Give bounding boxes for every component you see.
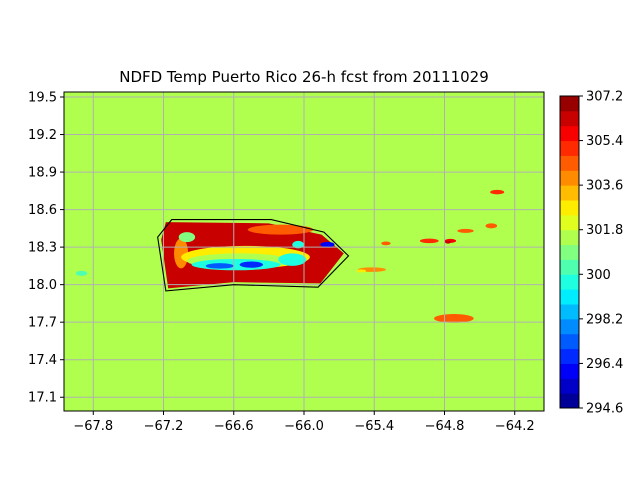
y-tick-label: 17.1 [28, 391, 57, 406]
mona-island-field [75, 270, 88, 276]
colorbar-segment [560, 140, 579, 156]
pr-cyan-east2 [292, 240, 304, 249]
y-tick-label: 18.3 [28, 241, 57, 256]
y-tick-label: 17.7 [28, 316, 57, 331]
colorbar-tick-label: 301.8 [586, 223, 623, 238]
colorbar-tick-label: 307.2 [586, 90, 623, 105]
colorbar-segments [560, 96, 579, 409]
pr-green-northwest [178, 232, 196, 243]
colorbar-segment [560, 244, 579, 260]
colorbar-segment [560, 393, 579, 409]
colorbar-segment [560, 363, 579, 379]
y-tick-label: 18.9 [28, 166, 57, 181]
colorbar-segment [560, 333, 579, 350]
y-tick-label: 18.6 [28, 203, 57, 218]
vieques-yellow-edge [356, 269, 367, 273]
x-tick-label: −64.2 [495, 419, 535, 434]
pr-blue-core-mid [239, 261, 264, 268]
tortola-2-field [485, 223, 498, 229]
pr-cyan-east [278, 253, 307, 266]
colorbar-segment [560, 229, 579, 246]
y-axis: 17.1 17.4 17.7 18.0 18.3 18.6 18.9 19.2 19.5 [28, 91, 64, 406]
x-axis: −67.8 −67.2 −66.6 −66.0 −65.4 −64.8 −64.2 [73, 411, 535, 434]
pr-cyan-band [191, 259, 281, 271]
y-tick-label: 17.4 [28, 353, 57, 368]
colorbar-segment [560, 125, 579, 142]
colorbar-segment [560, 274, 579, 290]
colorbar-segment [560, 304, 579, 320]
y-tick-label: 19.2 [28, 128, 57, 143]
colorbar-segment [560, 259, 579, 275]
x-tick-label: −66.6 [214, 419, 254, 434]
colorbar-segment [560, 318, 579, 335]
colorbar-tick-label: 298.2 [586, 312, 623, 327]
chart-title: NDFD Temp Puerto Rico 26-h fcst from 201… [119, 68, 489, 86]
colorbar-tick-label: 296.4 [586, 357, 623, 372]
x-tick-label: −67.2 [144, 419, 184, 434]
colorbar-tick-label: 294.6 [586, 402, 623, 417]
colorbar-segment [560, 96, 579, 112]
grid-lines [64, 92, 544, 411]
colorbar-segment [560, 155, 579, 171]
st-croix-field [433, 314, 474, 323]
colorbar-segment [560, 110, 579, 127]
st-thomas-field [419, 238, 439, 244]
colorbar-ticks: 307.2 305.4 303.6 301.8 300 298.2 296.4 294.6 [579, 90, 623, 417]
temperature-field [75, 189, 505, 323]
colorbar-tick-label: 303.6 [586, 179, 623, 194]
pr-blue-core-west [205, 263, 234, 269]
st-john-red [445, 240, 451, 244]
x-tick-label: −64.8 [425, 419, 465, 434]
colorbar-tick-label: 305.4 [586, 134, 623, 149]
colorbar-segment [560, 170, 579, 186]
x-tick-label: −66.0 [284, 419, 324, 434]
y-tick-label: 19.5 [28, 91, 57, 106]
colorbar-segment [560, 289, 579, 305]
culebra-field [381, 241, 391, 246]
y-tick-label: 18.0 [28, 278, 57, 293]
anegada-field [490, 189, 505, 195]
pr-orange-west [174, 238, 189, 269]
colorbar-segment [560, 378, 579, 394]
tortola-field [457, 228, 474, 233]
colorbar: 307.2 305.4 303.6 301.8 300 298.2 296.4 294.6 [559, 90, 623, 417]
pr-blue-east [320, 241, 335, 248]
x-tick-label: −65.4 [354, 419, 394, 434]
colorbar-segment [560, 185, 579, 201]
pr-orange-north [247, 224, 314, 235]
puerto-rico-outline [157, 219, 350, 292]
colorbar-tick-label: 300 [586, 268, 611, 283]
colorbar-segment [560, 200, 579, 216]
colorbar-segment [560, 348, 579, 364]
colorbar-frame [559, 95, 580, 409]
x-tick-label: −67.8 [73, 419, 113, 434]
colorbar-segment [560, 214, 579, 231]
plot-area [63, 91, 545, 412]
